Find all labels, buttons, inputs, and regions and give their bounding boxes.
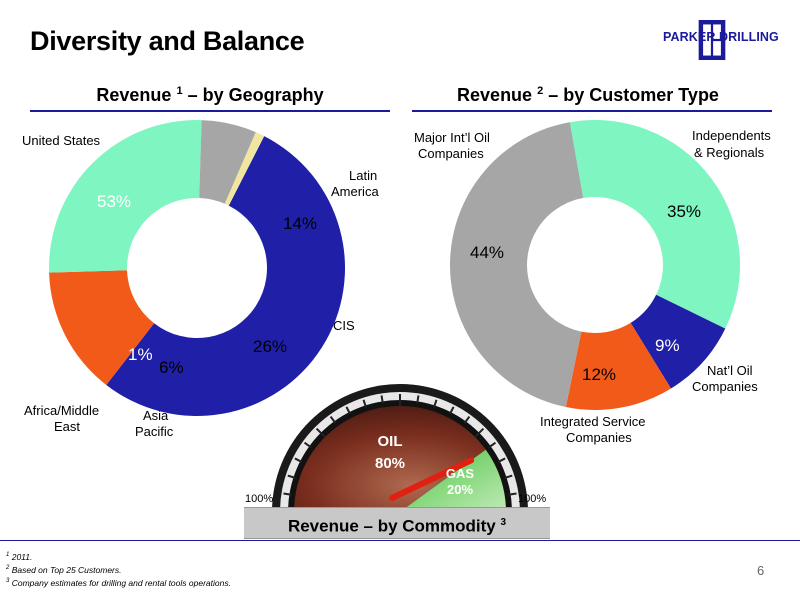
label-independents-1: Independents — [692, 128, 771, 143]
gauge-tick — [497, 457, 506, 463]
page-number: 6 — [757, 563, 765, 578]
gauge-gas-value: 20% — [446, 482, 474, 497]
geo-title-suffix: – by Geography — [187, 85, 324, 105]
geo-slice-latin-america — [49, 270, 155, 385]
customer-slice-independents-regionals — [569, 120, 740, 329]
label-united-states: United States — [22, 133, 101, 148]
footnote-1-text: 2011. — [11, 551, 33, 562]
gauge-tick — [303, 441, 312, 449]
parker-drilling-logo-icon — [698, 20, 726, 60]
footnote-2-mark: 2 — [6, 564, 10, 571]
geo-slice-asia-pacific — [199, 120, 256, 204]
label-latin-america-1: Latin — [349, 168, 378, 183]
customer-slice-major-int-l-oil-companies — [449, 122, 584, 408]
label-major-2: Companies — [418, 146, 484, 161]
pct-africa: 1% — [128, 345, 153, 364]
label-cis: CIS — [333, 318, 355, 333]
gauge-tick — [294, 457, 303, 463]
pct-independents: 35% — [667, 202, 702, 221]
gauge-tick — [488, 441, 497, 449]
gauge-tick — [433, 399, 438, 408]
geo-slice-united-states — [106, 136, 346, 417]
pct-cis: 26% — [253, 337, 288, 356]
geo-title-note: 1 — [176, 85, 183, 97]
label-independents-2: & Regionals — [694, 145, 765, 160]
customer-slice-integrated-service-companies — [565, 322, 671, 410]
footer-rule — [0, 540, 800, 541]
footnote-3-text: Company estimates for drilling and renta… — [11, 577, 231, 588]
gauge-tick — [508, 492, 517, 496]
footnote-1: 1 2011. — [6, 550, 231, 563]
commodity-gauge — [272, 384, 528, 513]
gauge-needle — [389, 457, 475, 501]
label-latin-america-2: America — [331, 184, 379, 199]
pct-noc: 9% — [655, 336, 680, 355]
gauge-oil-name: OIL — [377, 433, 403, 450]
gauge-tick — [345, 406, 351, 415]
customer-slice-nat-l-oil-companies — [630, 294, 726, 389]
pct-latin-america: 14% — [283, 214, 318, 233]
gauge-tick — [287, 474, 296, 479]
page-title: Diversity and Balance — [30, 26, 305, 56]
gauge-tick — [283, 492, 292, 496]
footnote-3: 3 Company estimates for drilling and ren… — [6, 576, 231, 589]
label-isc-2: Companies — [566, 430, 632, 445]
cust-title-suffix: – by Customer Type — [548, 85, 719, 105]
customer-chart-title: Revenue 2 – by Customer Type — [418, 85, 758, 106]
footnotes: 1 2011. 2 Based on Top 25 Customers. 3 C… — [6, 550, 231, 588]
label-asia-1: Asia — [143, 408, 169, 423]
customer-title-rule — [412, 110, 772, 112]
cust-title-main: Revenue — [457, 85, 533, 105]
label-isc-1: Integrated Service — [540, 414, 646, 429]
geo-chart-title: Revenue 1 – by Geography — [40, 85, 380, 106]
gauge-tick — [463, 415, 471, 424]
gauge-scale-right: 100% — [518, 493, 547, 505]
footnote-2: 2 Based on Top 25 Customers. — [6, 563, 231, 576]
gauge-tick — [362, 399, 367, 408]
geo-donut-chart — [49, 120, 346, 417]
commodity-title: Revenue – by Commodity — [287, 516, 496, 536]
gauge-scale-left: 100% — [245, 493, 274, 505]
commodity-title-bar: Revenue – by Commodity 3 — [244, 507, 550, 539]
footnote-1-mark: 1 — [6, 552, 10, 558]
gauge-gas-name: GAS — [445, 466, 475, 481]
customer-donut-chart — [449, 120, 740, 410]
cust-title-note: 2 — [537, 85, 544, 97]
gauge-tick — [449, 406, 455, 415]
gauge-oil-value: 80% — [374, 455, 406, 472]
label-africa-1: Africa/Middle — [24, 403, 100, 418]
geo-title-rule — [30, 110, 390, 112]
commodity-title-note: 3 — [500, 517, 507, 528]
pct-isc: 12% — [582, 365, 617, 384]
geo-title-main: Revenue — [96, 85, 172, 105]
pct-united-states: 53% — [97, 192, 132, 211]
label-asia-2: Pacific — [135, 424, 174, 439]
label-major-1: Major Int’l Oil — [414, 130, 490, 145]
geo-slice-africa-middle-east — [224, 132, 265, 206]
gauge-tick — [474, 427, 485, 438]
label-africa-2: East — [54, 419, 81, 434]
gauge-tick — [504, 474, 513, 479]
geo-slice-cis — [49, 120, 202, 273]
label-noc-1: Nat’l Oil — [707, 363, 753, 378]
label-noc-2: Companies — [692, 379, 758, 394]
gauge-tick — [315, 427, 326, 438]
footnote-3-mark: 3 — [6, 577, 10, 584]
pct-major: 44% — [470, 243, 505, 262]
gauge-tick — [329, 415, 337, 424]
footnote-2-text: Based on Top 25 Customers. — [11, 564, 122, 575]
logo-text: PARKER DRILLING — [663, 30, 779, 44]
gauge-tick — [416, 395, 420, 404]
pct-asia-pacific: 6% — [159, 358, 184, 377]
gauge-tick — [380, 395, 384, 404]
gauge-gas-sector — [400, 449, 506, 512]
